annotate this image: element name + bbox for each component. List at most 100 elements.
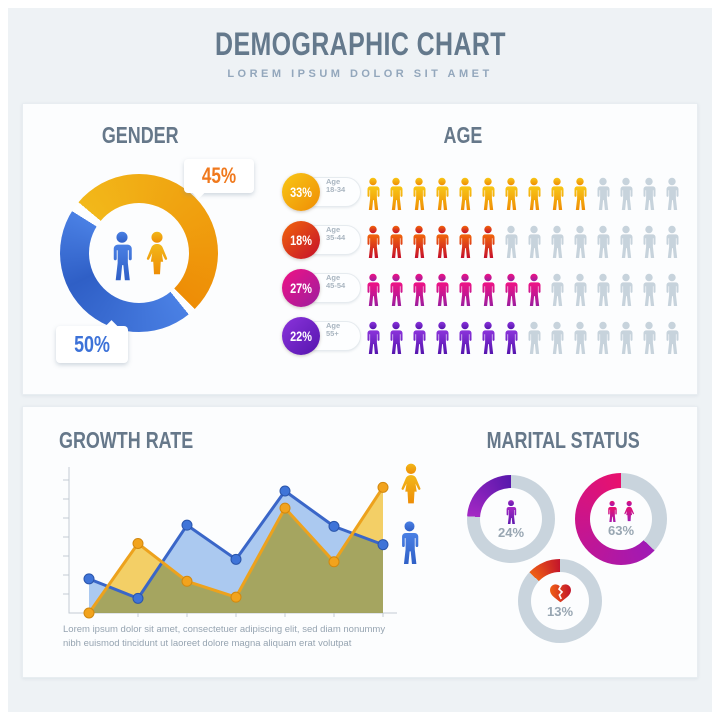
age-icon-row <box>363 318 682 354</box>
person-icon-filled <box>367 225 380 258</box>
person-icon-empty <box>666 321 679 354</box>
person-icon-empty <box>620 177 633 210</box>
person-icon-filled <box>436 177 449 210</box>
age-icon-row <box>363 174 682 210</box>
person-icon-filled <box>482 273 495 306</box>
person-icon-filled <box>436 321 449 354</box>
female-icon <box>146 231 167 275</box>
person-icon-filled <box>459 177 472 210</box>
person-icon-empty <box>643 321 656 354</box>
person-icon-empty <box>505 225 518 258</box>
page-subtitle: LOREM IPSUM DOLOR SIT AMET <box>227 68 493 80</box>
person-icon-filled <box>551 177 564 210</box>
person-icon-empty <box>620 225 633 258</box>
gender-female-percent-bubble: 45% <box>184 159 254 193</box>
age-row-18-34: Age 18-34 33% <box>281 170 695 214</box>
person-icon-filled <box>459 273 472 306</box>
person-icon-filled <box>459 321 472 354</box>
person-icon-filled <box>413 321 426 354</box>
age-range-label: Age 35-44 <box>326 225 346 242</box>
marital-married-donut: 63% <box>575 473 667 565</box>
page-title: DEMOGRAPHIC CHART <box>214 26 506 62</box>
person-icon-empty <box>551 225 564 258</box>
person-icon-filled <box>413 273 426 306</box>
person-icon-empty <box>574 273 587 306</box>
marital-single-donut: 24% <box>467 475 555 563</box>
marital-single-percent: 24% <box>497 524 525 540</box>
person-icon-empty <box>528 225 541 258</box>
couple-icon <box>608 500 634 522</box>
person-icon-empty <box>666 177 679 210</box>
person-icon-filled <box>390 321 403 354</box>
age-icon-row <box>363 222 682 258</box>
legend-female-icon <box>397 461 425 511</box>
person-icon-empty <box>666 273 679 306</box>
person-icon-filled <box>367 177 380 210</box>
person-icon-empty <box>597 225 610 258</box>
person-icon-filled <box>505 177 518 210</box>
person-icon-filled <box>436 225 449 258</box>
age-percent-badge: 27% <box>282 269 320 307</box>
person-icon-empty <box>643 273 656 306</box>
person-icon-filled <box>528 177 541 210</box>
person-icon-filled <box>436 273 449 306</box>
person-icon-filled <box>367 321 380 354</box>
single-person-icon <box>506 499 517 524</box>
person-icon-filled <box>482 321 495 354</box>
growth-section-title: GROWTH RATE <box>59 427 194 453</box>
growth-caption: Lorem ipsum dolor sit amet, consectetuer… <box>63 624 386 649</box>
person-icon-filled <box>482 177 495 210</box>
person-icon-filled <box>505 321 518 354</box>
person-icon-empty <box>643 225 656 258</box>
person-icon-filled <box>482 225 495 258</box>
age-range-label: Age 45-54 <box>326 273 346 290</box>
age-percent-badge: 22% <box>282 317 320 355</box>
person-icon-filled <box>390 177 403 210</box>
age-section-title: AGE <box>443 122 483 148</box>
person-icon-filled <box>390 273 403 306</box>
age-percent-badge: 33% <box>282 173 320 211</box>
person-icon-filled <box>413 225 426 258</box>
legend-male-icon <box>396 517 423 569</box>
age-range-label: Age 18-34 <box>326 177 346 194</box>
person-icon-empty <box>666 225 679 258</box>
person-icon-empty <box>551 273 564 306</box>
gender-section-title: GENDER <box>102 122 179 148</box>
gender-donut-center <box>89 203 189 303</box>
person-icon-empty <box>597 321 610 354</box>
person-icon-filled <box>574 177 587 210</box>
person-icon-empty <box>528 321 541 354</box>
person-icon-filled <box>505 273 518 306</box>
age-range-label: Age 55+ <box>326 321 341 338</box>
gender-male-percent-bubble: 50% <box>56 326 128 363</box>
person-icon-empty <box>620 273 633 306</box>
person-icon-filled <box>528 273 541 306</box>
age-icon-row <box>363 270 682 306</box>
age-row-45-54: Age 45-54 27% <box>281 266 695 310</box>
age-percent-badge: 18% <box>282 221 320 259</box>
broken-heart-icon <box>549 584 571 603</box>
person-icon-empty <box>574 225 587 258</box>
age-row-55+: Age 55+ 22% <box>281 314 695 358</box>
age-row-35-44: Age 35-44 18% <box>281 218 695 262</box>
growth-marital-card: GROWTH RATE Lorem ipsum dolor sit amet, … <box>22 406 698 678</box>
growth-rate-area-chart <box>63 467 397 619</box>
person-icon-empty <box>597 273 610 306</box>
marital-section-title: MARITAL STATUS <box>486 427 640 453</box>
person-icon-filled <box>459 225 472 258</box>
male-icon <box>113 231 132 281</box>
person-icon-filled <box>413 177 426 210</box>
person-icon-empty <box>620 321 633 354</box>
person-icon-empty <box>643 177 656 210</box>
person-icon-filled <box>390 225 403 258</box>
marital-separated-donut: 13% <box>518 559 602 643</box>
gender-age-card: GENDER 45% 50% AGE Age 18-34 33% Age 35 <box>22 103 698 395</box>
person-icon-empty <box>597 177 610 210</box>
person-icon-empty <box>551 321 564 354</box>
gender-donut-chart <box>60 174 218 332</box>
person-icon-filled <box>367 273 380 306</box>
person-icon-empty <box>574 321 587 354</box>
marital-separated-percent: 13% <box>546 604 574 619</box>
marital-married-percent: 63% <box>607 523 635 538</box>
